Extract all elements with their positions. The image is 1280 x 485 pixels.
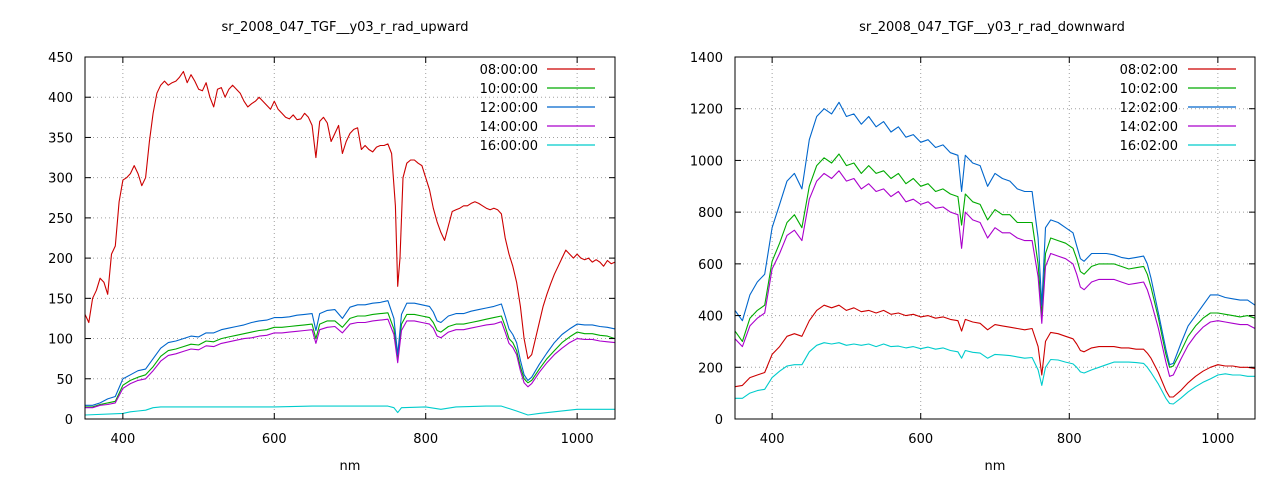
legend-label: 12:00:00: [480, 101, 538, 116]
legend-label: 14:00:00: [480, 120, 538, 135]
x-tick-label: 400: [110, 432, 135, 447]
y-tick-label: 250: [48, 212, 73, 227]
chart-1: sr_2008_047_TGF__y03_r_rad_upward 0 50 100 1…: [48, 20, 616, 474]
legend-label: 12:02:00: [1120, 101, 1178, 116]
y-tick-label: 600: [698, 258, 723, 273]
y-tick-label: 800: [698, 206, 723, 221]
chart-2: sr_2008_047_TGF__y03_r_rad_downward 0 200 4…: [690, 20, 1256, 474]
y-tick-label: 350: [48, 131, 73, 146]
series-line-160200: [735, 342, 1255, 405]
y-tick-label: 200: [698, 361, 723, 376]
y-tick-label: 300: [48, 172, 73, 187]
y-tick-label: 0: [65, 413, 73, 428]
x-axis-label: nm: [340, 459, 361, 474]
x-tick-label: 600: [262, 432, 287, 447]
x-axis-label: nm: [985, 459, 1006, 474]
legend-label: 08:00:00: [480, 63, 538, 78]
series-line-100000: [85, 312, 616, 408]
x-tick-label: 600: [908, 432, 933, 447]
y-tick-label: 1400: [690, 51, 723, 66]
plot-frame: [84, 56, 616, 420]
legend: 08:00:00 10:00:00 12:00:00 14:00:00 16:00:00: [480, 63, 595, 154]
legend-label: 10:00:00: [480, 82, 538, 97]
y-tick-label: 1200: [690, 103, 723, 118]
y-tick-label: 1000: [690, 154, 723, 169]
y-tick-label: 150: [48, 292, 73, 307]
x-tick-label: 400: [760, 432, 785, 447]
x-tick-label: 800: [413, 432, 438, 447]
y-tick-label: 450: [48, 51, 73, 66]
series-line-140000: [85, 318, 616, 409]
y-tick-label: 200: [48, 252, 73, 267]
x-tick-label: 800: [1057, 432, 1082, 447]
x-tick-label: 1000: [1201, 432, 1234, 447]
legend-label: 10:02:00: [1120, 82, 1178, 97]
plot-frame: [734, 56, 1256, 420]
legend-label: 14:02:00: [1120, 120, 1178, 135]
legend-label: 16:02:00: [1120, 139, 1178, 154]
series-line-080000: [84, 70, 616, 360]
legend-label: 16:00:00: [480, 139, 538, 154]
series-line-160000: [84, 405, 615, 416]
series-line-120200: [734, 101, 1256, 366]
series-line-080200: [734, 304, 1256, 398]
legend: 08:02:00 10:02:00 12:02:00 14:02:00 16:02:00: [1120, 63, 1236, 154]
series-line-140200: [734, 170, 1256, 377]
y-tick-label: 100: [48, 333, 73, 348]
legend-label: 08:02:00: [1120, 63, 1178, 78]
series-line-100200: [734, 153, 1256, 368]
y-tick-label: 400: [698, 310, 723, 325]
chart-title: sr_2008_047_TGF__y03_r_rad_upward: [221, 20, 468, 35]
x-tick-label: 1000: [561, 432, 594, 447]
series-line-120000: [85, 300, 616, 406]
chart-title: sr_2008_047_TGF__y03_r_rad_downward: [859, 20, 1125, 35]
y-tick-label: 400: [48, 91, 73, 106]
y-tick-label: 0: [715, 413, 723, 428]
y-tick-label: 50: [56, 373, 73, 388]
